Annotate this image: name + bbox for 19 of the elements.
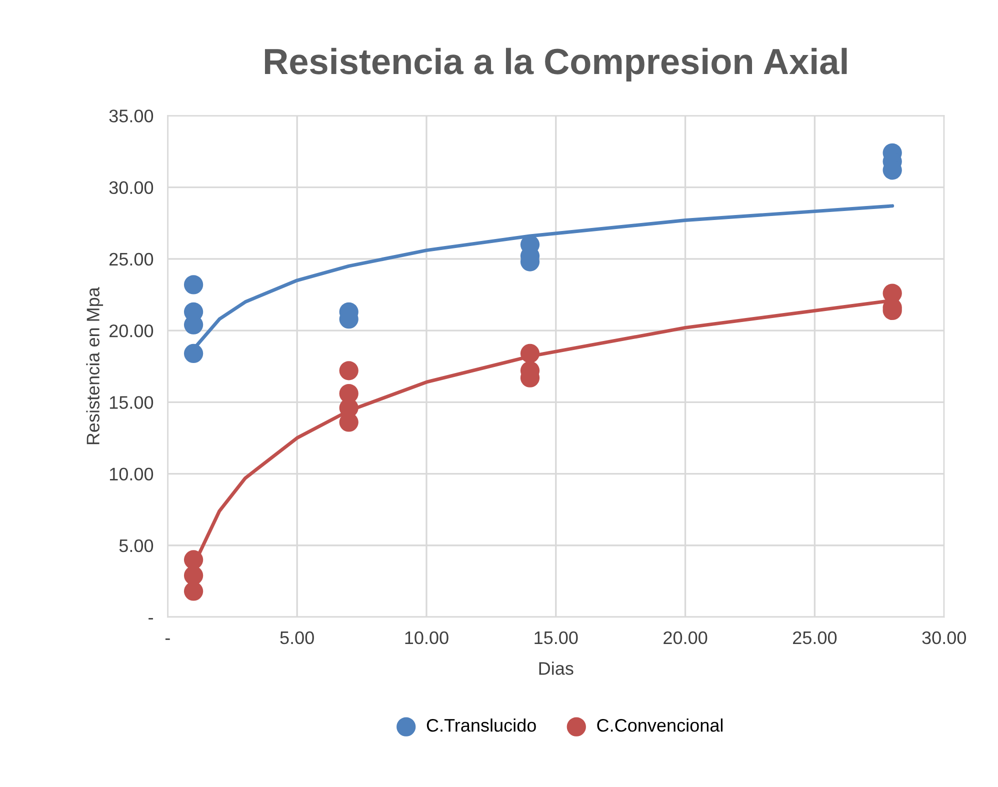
x-tick-label: 5.00 bbox=[280, 631, 314, 644]
x-tick-label: 25.00 bbox=[793, 631, 837, 644]
x-tick-label: 20.00 bbox=[664, 631, 708, 644]
y-axis-title: Resistencia en Mpa bbox=[86, 287, 104, 444]
y-tick-label: 10.00 bbox=[110, 468, 154, 480]
x-axis-title: Dias bbox=[539, 662, 574, 675]
y-tick-label: 5.00 bbox=[119, 539, 154, 552]
y-tick-label: 25.00 bbox=[110, 252, 154, 266]
legend-label: C.Translucido bbox=[426, 718, 536, 732]
x-tick-label: 30.00 bbox=[922, 631, 966, 644]
x-tick-label: 10.00 bbox=[405, 631, 448, 644]
y-tick-label: - bbox=[148, 618, 153, 620]
y-tick-label: 20.00 bbox=[110, 324, 154, 338]
chart-title: Resistencia a la Compresion Axial bbox=[264, 48, 847, 82]
y-tick-label: 30.00 bbox=[109, 181, 154, 194]
y-tick-label: 35.00 bbox=[109, 110, 154, 122]
legend-label: C.Convencional bbox=[597, 718, 723, 732]
x-tick-label: 15.00 bbox=[534, 631, 578, 644]
y-tick-label: 15.00 bbox=[110, 396, 154, 409]
